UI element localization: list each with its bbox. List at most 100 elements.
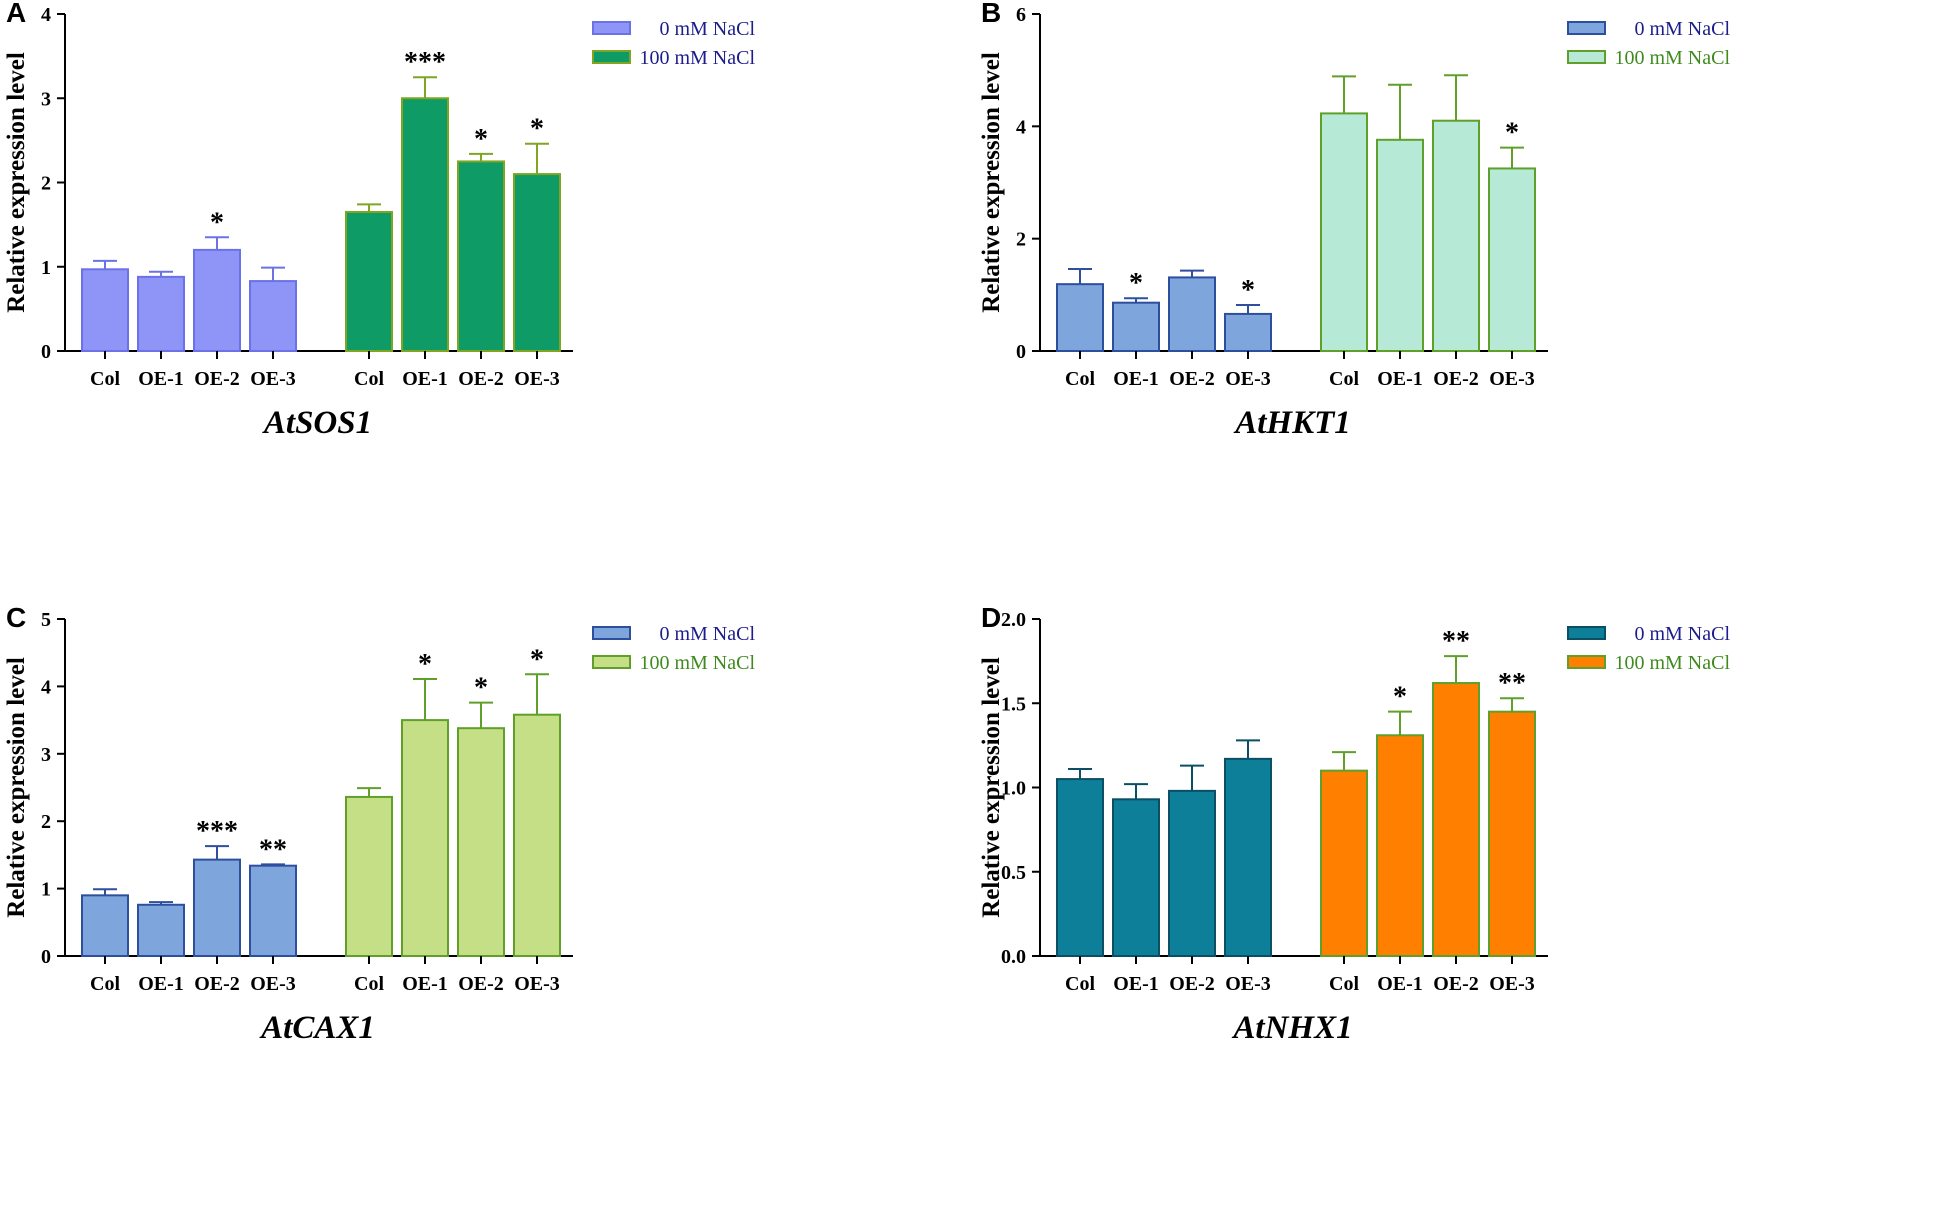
chart-b-bar [1488,167,1536,352]
chart-d-x-tick-label: OE-1 [1377,973,1423,995]
chart-b-panel-letter: B [981,0,1001,28]
chart-d-x-tick-label: OE-2 [1433,973,1479,995]
chart-b-y-tick-label: 4 [1016,116,1026,138]
chart-d-panel-letter: D [981,605,1001,633]
chart-d-bar [1320,769,1368,957]
chart-c-gene-label: AtCAX1 [259,1010,375,1046]
chart-a-x-tick-label: OE-1 [402,368,448,390]
chart-b-significance-label: * [1505,118,1519,149]
chart-a-bar [457,160,505,352]
chart-b-legend-swatch [1567,21,1606,35]
chart-b-ylabel: Relative expression level [978,52,1005,313]
chart-c-significance-label: * [474,673,488,704]
chart-c-y-tick-label: 3 [41,744,51,766]
chart-a-y-tick-label: 0 [41,341,51,363]
chart-c-svg: C 0 1 2 3 4 5 Relative expression level Col OE-1 O… [3,605,755,1046]
chart-a-y-tick-label: 3 [41,88,51,110]
chart-c-x-tick-label: OE-3 [250,973,296,995]
chart-b-significance-label: * [1241,275,1255,306]
chart-c-y-tick-label: 2 [41,811,51,833]
chart-c-significance-label: * [530,644,544,675]
chart-b-x-tick-label: OE-1 [1113,368,1159,390]
chart-c-significance-label: ** [259,834,287,865]
chart-b-x-tick-label: OE-3 [1489,368,1535,390]
chart-c-bar [345,795,393,957]
chart-d-gene-label: AtNHX1 [1231,1010,1352,1046]
chart-b-legend-label: 100 mM NaCl [1614,47,1730,69]
chart-b-bar [1056,283,1104,352]
chart-d-x-tick-label: OE-3 [1489,973,1535,995]
chart-c-x-tick-label: OE-1 [138,973,184,995]
chart-c-legend-label: 100 mM NaCl [639,652,755,674]
chart-c-y-tick-label: 4 [41,676,51,698]
chart-b-bar [1224,312,1272,352]
chart-a-x-tick-label: OE-3 [250,368,296,390]
chart-c-bar [137,903,185,957]
chart-d-significance-label: ** [1442,626,1470,657]
chart-a-legend-swatch [592,50,631,64]
chart-panel-a: A 0 1 2 3 4 Relative expression level Col OE-1 OE… [0,0,975,605]
chart-c-y-tick-label: 1 [41,879,51,901]
chart-a-legend-label: 100 mM NaCl [639,47,755,69]
chart-d-bar [1488,710,1536,957]
chart-c-x-tick-label: OE-2 [458,973,504,995]
chart-c-x-tick-label: Col [354,973,384,995]
chart-b-x-tick-label: OE-2 [1433,368,1479,390]
chart-d-x-tick-label: Col [1065,973,1095,995]
chart-a-x-tick-label: OE-3 [514,368,560,390]
chart-d-x-tick-label: OE-2 [1169,973,1215,995]
chart-c-panel-letter: C [6,605,26,633]
chart-c-ylabel: Relative expression level [3,657,30,918]
chart-c-bar [81,894,129,957]
chart-c-significance-label: *** [196,816,238,847]
chart-a-bar [193,248,241,352]
chart-d-legend-label: 0 mM NaCl [1634,623,1730,645]
chart-b-bar [1112,301,1160,352]
chart-a-y-tick-label: 4 [41,4,51,26]
chart-c-bar [457,727,505,957]
chart-b-svg: B 0 2 4 6 Relative expression level Col OE-1 * OE… [978,0,1730,441]
chart-d-x-tick-label: OE-1 [1113,973,1159,995]
chart-d-legend-swatch [1567,655,1606,669]
chart-d-bar [1432,682,1480,957]
chart-b-x-tick-label: Col [1329,368,1359,390]
chart-b-legend-swatch [1567,50,1606,64]
chart-a-bar [249,280,297,353]
chart-c-bar [401,719,449,957]
chart-d-x-tick-label: Col [1329,973,1359,995]
chart-a-panel-letter: A [6,0,26,28]
chart-b-gene-label: AtHKT1 [1233,405,1351,441]
chart-d-y-tick-label: 1.0 [1001,778,1026,800]
chart-b-significance-label: * [1129,268,1143,299]
chart-a-ylabel: Relative expression level [3,52,30,313]
chart-a-bar [401,97,449,352]
chart-a-y-tick-label: 2 [41,173,51,195]
chart-c-bar [193,858,241,957]
chart-d-significance-label: ** [1498,668,1526,699]
chart-b-legend-label: 0 mM NaCl [1634,18,1730,40]
chart-a-x-tick-label: Col [90,368,120,390]
chart-b-bar [1376,138,1424,352]
chart-c-x-tick-label: Col [90,973,120,995]
chart-d-bar [1168,789,1216,957]
chart-b-x-tick-label: Col [1065,368,1095,390]
chart-d-legend-swatch [1567,626,1606,640]
chart-b-x-tick-label: OE-1 [1377,368,1423,390]
chart-a-bar [137,275,185,352]
chart-a-svg: A 0 1 2 3 4 Relative expression level Col OE-1 OE… [3,0,755,441]
chart-a-legend-label: 0 mM NaCl [659,18,755,40]
chart-b-y-tick-label: 2 [1016,229,1026,251]
chart-a-significance-label: * [210,207,224,238]
chart-a-bar [81,268,129,352]
chart-a-x-tick-label: OE-1 [138,368,184,390]
chart-c-x-tick-label: OE-3 [514,973,560,995]
chart-b-y-tick-label: 0 [1016,341,1026,363]
chart-d-bar [1376,734,1424,957]
chart-c-legend-swatch [592,626,631,640]
chart-d-ylabel: Relative expression level [978,657,1005,918]
chart-c-x-tick-label: OE-1 [402,973,448,995]
chart-b-y-tick-label: 6 [1016,4,1026,26]
chart-panel-b: B 0 2 4 6 Relative expression level Col OE-1 * OE… [975,0,1950,605]
chart-a-y-tick-label: 1 [41,257,51,279]
chart-a-bar [345,210,393,352]
